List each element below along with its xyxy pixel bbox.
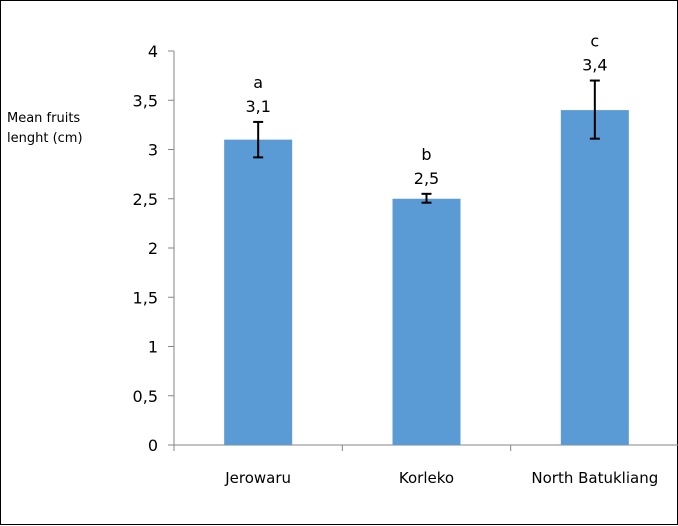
- x-tick-label: North Batukliang: [531, 469, 658, 487]
- bars-layer: [224, 79, 629, 445]
- y-tick-label: 1,5: [133, 288, 158, 307]
- x-tick-label: Korleko: [399, 469, 454, 487]
- y-tick-label: 0,5: [133, 387, 158, 406]
- significance-letter: c: [590, 32, 599, 51]
- bar: [560, 110, 629, 445]
- data-label: 3,1: [245, 97, 270, 116]
- bar: [392, 198, 461, 445]
- data-label: 2,5: [414, 169, 439, 188]
- bar: [224, 139, 293, 445]
- data-label: 3,4: [582, 56, 607, 75]
- y-tick-label: 3: [148, 141, 158, 160]
- x-tick-label: Jerowaru: [224, 469, 291, 487]
- y-tick-label: 4: [148, 42, 158, 61]
- y-tick-label: 2: [148, 239, 158, 258]
- significance-letter: a: [253, 73, 263, 92]
- y-tick-label: 0: [148, 436, 158, 455]
- y-axis-label: Mean fruits lenght (cm): [7, 111, 83, 146]
- y-tick-label: 2,5: [133, 190, 158, 209]
- y-tick-label: 1: [148, 338, 158, 357]
- labels-layer: 0 0,5 1 1,5 2 2,5 3 3,5 4 3,1 a Jerowaru 2,5 b Korleko…: [133, 32, 659, 487]
- significance-letter: b: [421, 145, 431, 164]
- y-tick-label: 3,5: [133, 91, 158, 110]
